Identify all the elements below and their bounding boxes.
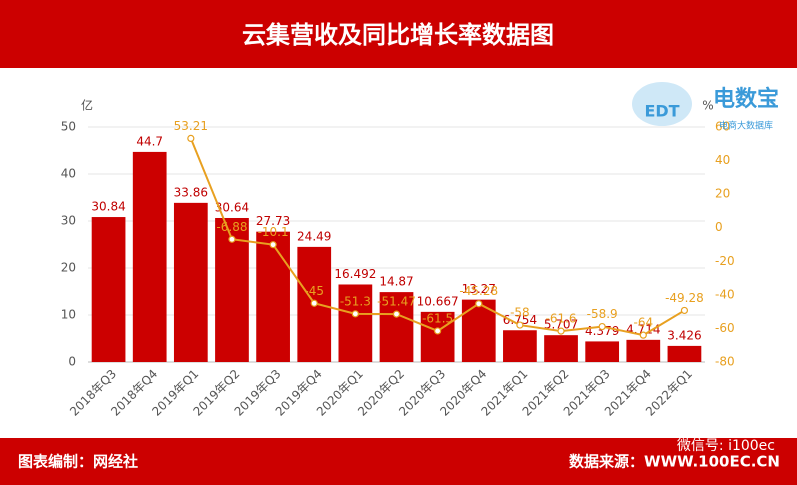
y2-tick-label: -20 (715, 254, 735, 268)
line-marker (269, 241, 277, 249)
bar-value-label: 10.667 (417, 294, 459, 308)
bar-value-label: 33.86 (174, 185, 208, 199)
footer-credit: 图表编制：网经社 (18, 453, 138, 471)
y2-tick-label: -80 (715, 355, 735, 369)
line-value-label: -49.28 (665, 291, 704, 305)
bar (338, 284, 373, 362)
bar-value-label: 44.7 (136, 134, 163, 148)
line-marker (228, 235, 236, 243)
y2-tick-label: 20 (715, 187, 730, 201)
line-marker (351, 310, 359, 318)
line-marker (392, 310, 401, 318)
bar (91, 217, 126, 362)
logo-subtitle: 电商大数据库 (719, 120, 773, 132)
y-tick-label: 40 (61, 167, 76, 181)
bar-value-label: 24.49 (297, 229, 331, 243)
line-marker (310, 299, 318, 307)
line-value-label: -45.28 (459, 284, 498, 298)
bar-value-label: 30.64 (215, 200, 249, 214)
header-band (0, 0, 797, 68)
line-marker (680, 306, 689, 315)
y-tick-label: 30 (61, 214, 76, 228)
bar-value-label: 27.73 (256, 214, 290, 228)
logo: EDT 电数宝 电商大数据库 (632, 82, 779, 132)
line-value-label: -10.1 (258, 225, 289, 239)
line-value-label: -61.5 (422, 311, 453, 325)
line-value-label: 53.21 (174, 119, 208, 133)
line-marker (557, 327, 565, 335)
y2-tick-label: 40 (715, 153, 730, 167)
bar (544, 335, 578, 362)
bar-value-label: 13.27 (462, 282, 496, 296)
bar (667, 345, 702, 362)
line-value-label: -6.88 (216, 220, 247, 234)
line-value-label: -61.6 (546, 312, 577, 326)
bar (256, 231, 290, 362)
bar-value-label: 6.754 (503, 313, 537, 327)
chart-title: 云集营收及同比增长率数据图 (242, 21, 554, 49)
y-axis-unit: 亿 (81, 98, 93, 113)
logo-cloud (632, 82, 692, 126)
y2-tick-label: 60 (715, 120, 730, 134)
line-value-label: -51.3 (340, 294, 371, 308)
y-tick-label: 50 (61, 120, 76, 134)
line-marker (516, 321, 524, 329)
footer-source: 数据来源：WWW.100EC.CN (569, 453, 780, 471)
line-value-label: -45 (304, 284, 324, 298)
bar (626, 339, 661, 362)
footer-band (0, 438, 797, 485)
line-value-label: -58 (510, 306, 530, 320)
bar (503, 330, 537, 362)
line-value-label: -51.47 (377, 295, 416, 309)
logo-name: 电数宝 (713, 86, 779, 112)
line-marker (475, 300, 483, 308)
bar-value-label: 16.492 (334, 267, 376, 281)
bar (173, 202, 208, 362)
bar-value-label: 5.707 (544, 318, 578, 332)
bar (585, 341, 620, 362)
line-marker (598, 322, 606, 331)
logo-mark: EDT (644, 102, 679, 121)
bar (379, 292, 414, 362)
line-marker (639, 331, 647, 339)
bar-value-label: 3.426 (667, 328, 701, 342)
bar-value-label: 14.87 (379, 275, 413, 289)
wechat-watermark: 微信号: i100ec (677, 438, 775, 454)
line-marker (434, 327, 442, 335)
bar-value-label: 30.84 (91, 200, 125, 214)
y2-tick-label: -40 (715, 287, 735, 301)
line-marker (187, 134, 195, 142)
y-tick-label: 0 (68, 355, 76, 369)
y-tick-label: 10 (61, 308, 76, 322)
y2-tick-label: -60 (715, 321, 735, 335)
line-value-label: -64 (633, 316, 653, 330)
y2-axis-unit: % (702, 99, 713, 113)
y2-tick-label: 0 (715, 220, 723, 234)
bar (132, 151, 167, 362)
y-tick-label: 20 (61, 261, 76, 275)
line-value-label: -58.9 (587, 307, 618, 321)
bar (420, 311, 455, 362)
